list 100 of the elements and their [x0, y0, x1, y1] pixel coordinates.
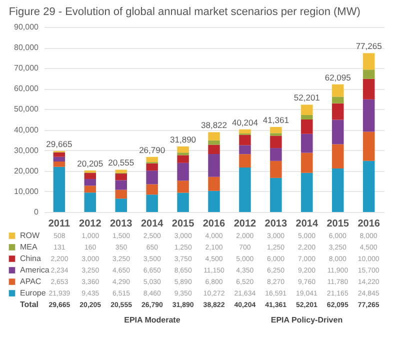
bar [115, 190, 127, 199]
bar [332, 103, 344, 120]
bar [239, 145, 251, 154]
x-tick-label: 2015 [172, 218, 195, 230]
bar [239, 168, 251, 212]
y-tick-label: 30,000 [14, 146, 40, 155]
bar [362, 78, 375, 100]
x-tick-label: 2016 [202, 218, 226, 230]
bar [208, 154, 220, 177]
total-label: 31,890 [170, 134, 196, 144]
bar [53, 152, 66, 157]
legend-label: ROW [20, 230, 40, 240]
y-tick-label: 20,000 [14, 166, 40, 176]
y-tick-label: 80,000 [14, 43, 40, 52]
bar [332, 144, 344, 168]
bar [146, 194, 158, 212]
legend-label: MEA [20, 242, 38, 252]
total-label: 41,361 [262, 114, 290, 125]
total-label: 40,204 [232, 117, 258, 128]
bar [208, 176, 220, 191]
total-label: 77,265 [356, 41, 382, 52]
bar [177, 180, 189, 193]
bar [84, 172, 96, 180]
bar [177, 162, 189, 181]
bar [177, 146, 189, 153]
total-label: 20,555 [108, 158, 134, 168]
bar [84, 179, 96, 186]
bar [332, 168, 344, 212]
bar [270, 160, 282, 178]
total-label: 38,822 [201, 120, 228, 130]
total-label: 52,201 [294, 92, 320, 103]
bar [84, 170, 96, 173]
x-tick-label: 2013 [110, 218, 133, 230]
bar [301, 134, 313, 153]
bar [53, 161, 66, 167]
bar [362, 99, 375, 132]
bar [362, 53, 375, 70]
bar [362, 132, 375, 161]
bar [146, 156, 158, 162]
bar [301, 114, 313, 120]
y-tick-label: 0 [34, 208, 40, 216]
legend-label: America [20, 265, 50, 274]
bar [146, 184, 158, 195]
x-tick-label: 2011 [48, 218, 70, 230]
x-tick-label: 2014 [296, 218, 318, 230]
bar [84, 186, 96, 193]
x-tick-label: 2013 [264, 218, 288, 230]
chart-title: Figure 29 - Evolution of global annual market scenarios per region (MW) [8, 6, 360, 18]
bar [332, 96, 344, 104]
bar [115, 170, 127, 173]
bar [177, 155, 189, 163]
text: EPIA Policy-Driven [270, 315, 343, 324]
bar [362, 70, 375, 79]
bar [270, 136, 282, 148]
y-tick-label: 40,000 [14, 125, 40, 134]
bar [270, 148, 282, 161]
text: EPIA Moderate [124, 315, 181, 324]
bar [115, 198, 127, 212]
x-tick-label: 2012 [79, 218, 102, 230]
legend-label: APAC [20, 276, 42, 286]
x-tick-label: 2014 [140, 218, 164, 230]
bar [301, 172, 313, 212]
x-tick-label: 2016 [358, 218, 380, 230]
bar [332, 120, 344, 144]
y-tick-label: 10,000 [14, 186, 40, 196]
bar [332, 84, 344, 97]
x-tick-label: 2015 [326, 218, 350, 230]
bar [270, 133, 282, 136]
bar [177, 152, 189, 156]
bar [301, 152, 313, 173]
bar [270, 178, 282, 212]
x-tick-label: 2012 [234, 218, 257, 230]
bar [239, 129, 251, 134]
y-tick-label: 90,000 [14, 22, 40, 32]
total-label: 29,665 [46, 139, 72, 150]
bar [146, 163, 158, 171]
text: Total [20, 300, 39, 309]
bar [53, 166, 66, 212]
bar [270, 126, 282, 134]
bar [208, 132, 220, 140]
bar [84, 192, 96, 212]
bar [53, 156, 66, 162]
bar [301, 104, 313, 115]
bar [208, 190, 220, 212]
bar [301, 120, 313, 134]
bar [208, 144, 220, 154]
y-tick-label: 60,000 [14, 84, 40, 94]
total-label: 20,205 [77, 158, 104, 168]
bar [115, 174, 127, 180]
legend-label: Europe [20, 288, 46, 298]
bar [362, 160, 375, 212]
total-label: 62,095 [324, 72, 352, 82]
bar [115, 180, 127, 190]
y-tick-label: 50,000 [14, 104, 40, 114]
bar [239, 134, 251, 146]
total-label: 26,790 [139, 144, 166, 155]
bar [146, 170, 158, 184]
bar [177, 192, 189, 212]
legend-label: China [20, 254, 42, 263]
y-tick-label: 70,000 [14, 64, 40, 73]
